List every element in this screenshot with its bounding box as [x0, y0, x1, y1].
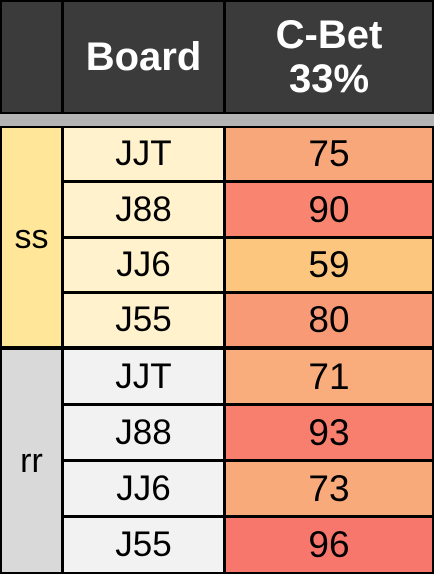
header-separator: [0, 114, 434, 126]
cbet-value-cell: 73: [226, 462, 432, 515]
board-cell: JJT: [64, 350, 223, 403]
board-text: J88: [115, 412, 172, 452]
board-cell: JJT: [64, 128, 223, 180]
group-label-ss: ss: [2, 128, 61, 346]
cbet-value-cell: 96: [226, 518, 432, 572]
board-text: J55: [115, 300, 172, 339]
cbet-value: 90: [308, 188, 350, 230]
cbet-value: 59: [308, 244, 350, 285]
cbet-value-cell: 59: [226, 239, 432, 291]
group-label-text: rr: [20, 441, 43, 480]
board-text: JJ6: [116, 468, 171, 508]
board-cell: JJ6: [64, 239, 223, 291]
cbet-value: 93: [308, 411, 350, 453]
cbet-value: 71: [308, 355, 350, 397]
header-board-cell: Board: [64, 2, 223, 112]
group-label-text: ss: [14, 217, 49, 256]
board-cell: J88: [64, 406, 223, 459]
board-text: J88: [115, 189, 172, 229]
cbet-value: 80: [308, 299, 350, 340]
header-cbet-cell: C-Bet 33%: [226, 2, 432, 112]
cbet-value-cell: 90: [226, 183, 432, 236]
group-label-rr: rr: [2, 350, 61, 572]
cbet-value-cell: 71: [226, 350, 432, 403]
cbet-value: 96: [308, 524, 350, 565]
cbet-value-cell: 80: [226, 294, 432, 346]
cbet-value: 73: [308, 467, 350, 509]
board-cell: J55: [64, 294, 223, 346]
board-text: JJ6: [116, 245, 171, 284]
board-cell: J55: [64, 518, 223, 572]
header-board-label: Board: [85, 35, 202, 79]
cbet-value-cell: 93: [226, 406, 432, 459]
board-text: J55: [115, 525, 172, 564]
board-text: JJT: [115, 134, 172, 173]
board-cell: J88: [64, 183, 223, 236]
board-cell: JJ6: [64, 462, 223, 515]
header-cbet-percent: 33%: [288, 57, 370, 101]
header-corner-cell: [2, 2, 61, 112]
cbet-value-cell: 75: [226, 128, 432, 180]
header-cbet-label: C-Bet: [275, 13, 383, 57]
cbet-value: 75: [308, 133, 350, 174]
board-text: JJT: [115, 356, 172, 396]
